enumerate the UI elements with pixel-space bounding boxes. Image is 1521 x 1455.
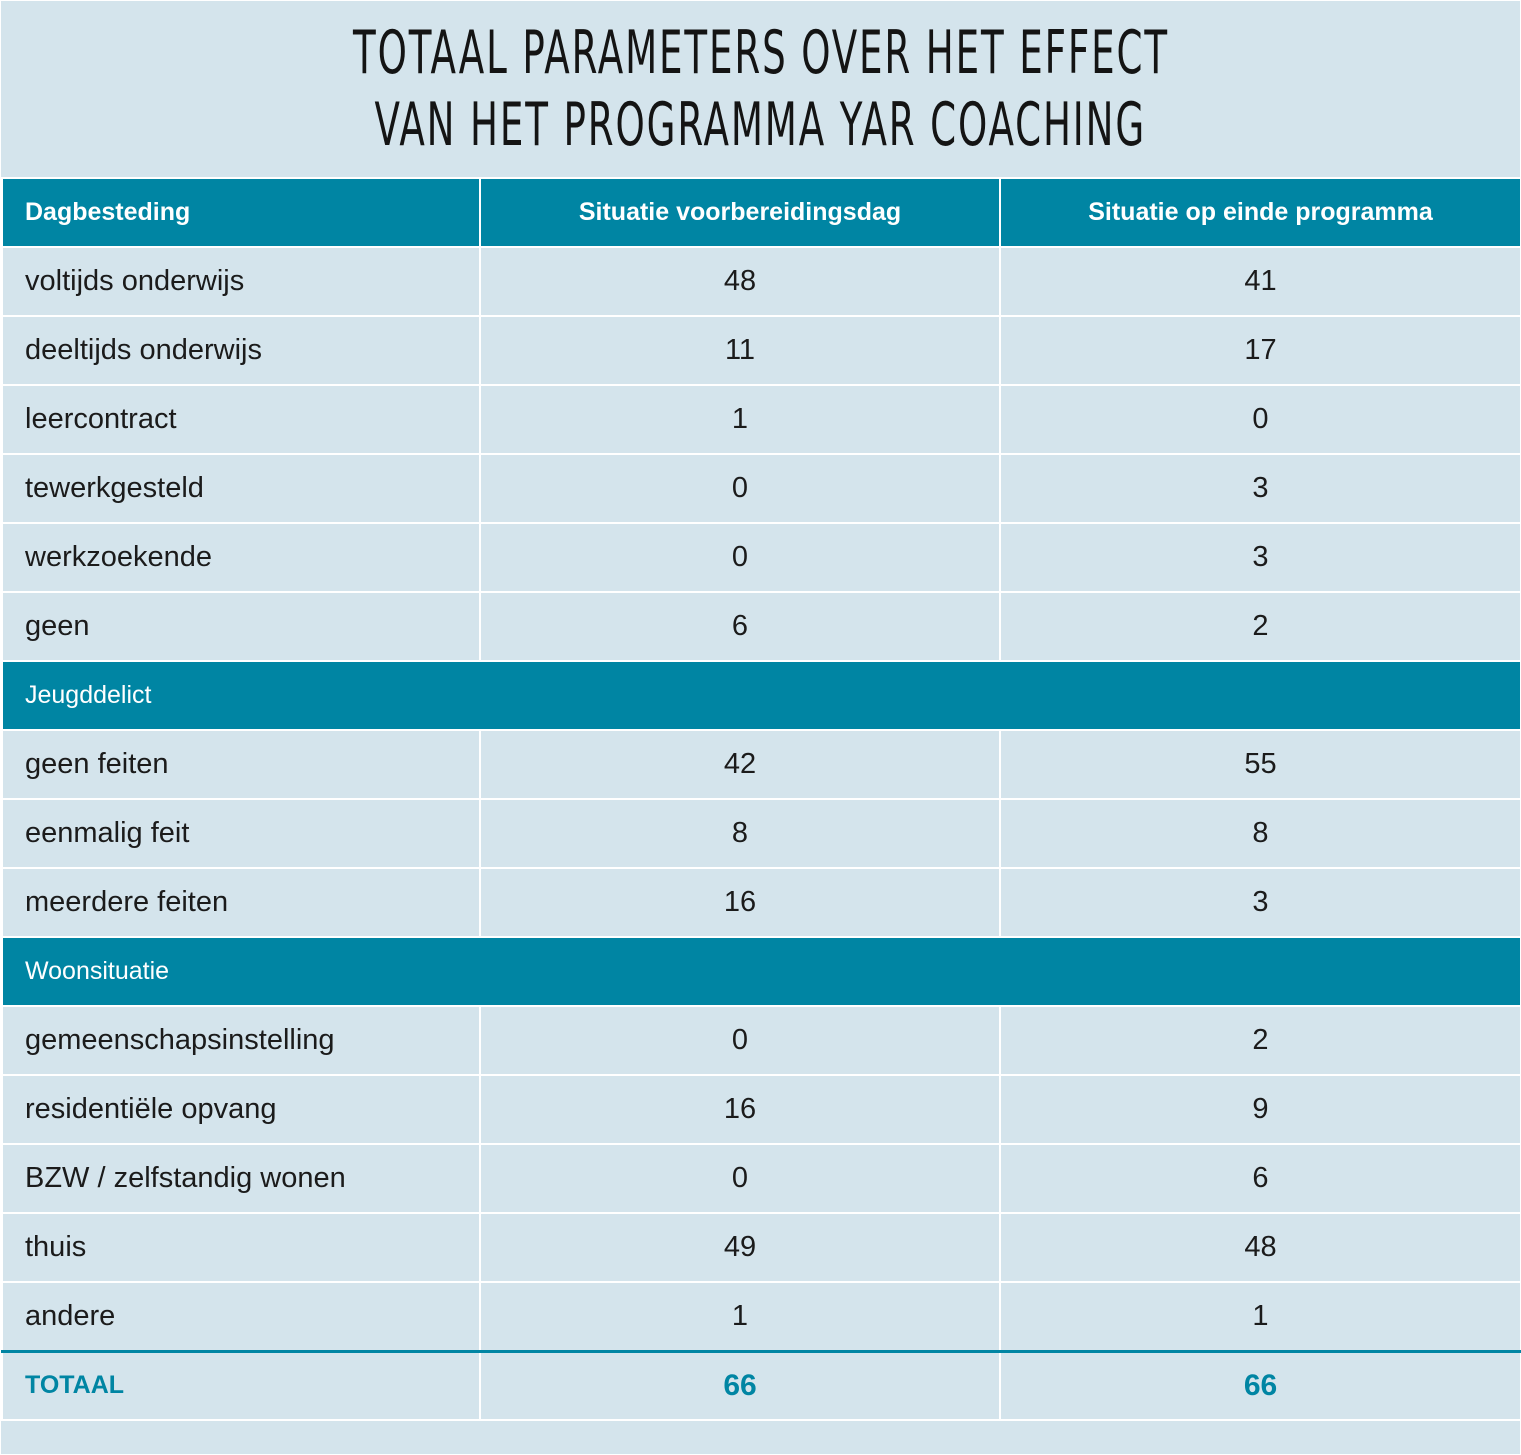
header-dagbesteding: Dagbesteding [1, 177, 481, 248]
table-row: voltijds onderwijs 48 41 [1, 246, 1521, 317]
value-after: 8 [999, 798, 1521, 869]
row-label: residentiële opvang [1, 1074, 481, 1145]
value-before: 0 [479, 453, 1001, 524]
row-label: geen [1, 591, 481, 662]
value-after: 3 [999, 453, 1521, 524]
header-situatie-einde-programma: Situatie op einde programma [999, 177, 1521, 248]
row-label: werkzoekende [1, 522, 481, 593]
row-label: meerdere feiten [1, 867, 481, 938]
table-row: tewerkgesteld 0 3 [1, 453, 1521, 524]
total-after: 66 [999, 1349, 1521, 1421]
title-line-1: Totaal parameters over het effect [352, 18, 1169, 88]
section-header-jeugddelict: Jeugddelict [1, 660, 1521, 731]
total-label: TOTAAL [1, 1349, 481, 1421]
table-row: residentiële opvang 16 9 [1, 1074, 1521, 1145]
value-after: 0 [999, 384, 1521, 455]
row-label: tewerkgesteld [1, 453, 481, 524]
table-row: geen 6 2 [1, 591, 1521, 662]
table-row: werkzoekende 0 3 [1, 522, 1521, 593]
total-before: 66 [479, 1349, 1001, 1421]
row-label: gemeenschapsinstelling [1, 1005, 481, 1076]
row-label: eenmalig feit [1, 798, 481, 869]
row-label: voltijds onderwijs [1, 246, 481, 317]
header-situatie-voorbereidingsdag: Situatie voorbereidingsdag [479, 177, 1001, 248]
total-row: TOTAAL 66 66 [1, 1349, 1521, 1421]
row-label: leercontract [1, 384, 481, 455]
value-before: 8 [479, 798, 1001, 869]
row-label: BZW / zelfstandig wonen [1, 1143, 481, 1214]
header-row: Dagbesteding Situatie voorbereidingsdag … [1, 177, 1521, 248]
value-before: 42 [479, 729, 1001, 800]
value-before: 1 [479, 1281, 1001, 1352]
value-after: 55 [999, 729, 1521, 800]
value-after: 6 [999, 1143, 1521, 1214]
value-after: 17 [999, 315, 1521, 386]
value-before: 0 [479, 522, 1001, 593]
table-row: geen feiten 42 55 [1, 729, 1521, 800]
table-row: gemeenschapsinstelling 0 2 [1, 1005, 1521, 1076]
value-after: 2 [999, 591, 1521, 662]
table-row: BZW / zelfstandig wonen 0 6 [1, 1143, 1521, 1214]
value-after: 1 [999, 1281, 1521, 1352]
parameters-table: Dagbesteding Situatie voorbereidingsdag … [1, 177, 1521, 1421]
value-before: 49 [479, 1212, 1001, 1283]
table-row: deeltijds onderwijs 11 17 [1, 315, 1521, 386]
table-row: andere 1 1 [1, 1281, 1521, 1352]
value-before: 16 [479, 867, 1001, 938]
row-label: andere [1, 1281, 481, 1352]
value-before: 6 [479, 591, 1001, 662]
section-header-woonsituatie: Woonsituatie [1, 936, 1521, 1007]
value-after: 2 [999, 1005, 1521, 1076]
value-before: 48 [479, 246, 1001, 317]
value-before: 0 [479, 1143, 1001, 1214]
table-row: meerdere feiten 16 3 [1, 867, 1521, 938]
value-before: 1 [479, 384, 1001, 455]
row-label: thuis [1, 1212, 481, 1283]
value-after: 41 [999, 246, 1521, 317]
table-row: eenmalig feit 8 8 [1, 798, 1521, 869]
row-label: geen feiten [1, 729, 481, 800]
section-row-jeugddelict: Jeugddelict [1, 660, 1521, 731]
table-row: thuis 49 48 [1, 1212, 1521, 1283]
value-before: 16 [479, 1074, 1001, 1145]
value-after: 48 [999, 1212, 1521, 1283]
title-block: Totaal parameters over het effect van he… [1, 1, 1520, 177]
title-line-2: van het programma YAR Coaching [374, 90, 1147, 160]
value-after: 9 [999, 1074, 1521, 1145]
row-label: deeltijds onderwijs [1, 315, 481, 386]
table-row: leercontract 1 0 [1, 384, 1521, 455]
section-row-woonsituatie: Woonsituatie [1, 936, 1521, 1007]
value-before: 11 [479, 315, 1001, 386]
value-after: 3 [999, 867, 1521, 938]
value-before: 0 [479, 1005, 1001, 1076]
value-after: 3 [999, 522, 1521, 593]
